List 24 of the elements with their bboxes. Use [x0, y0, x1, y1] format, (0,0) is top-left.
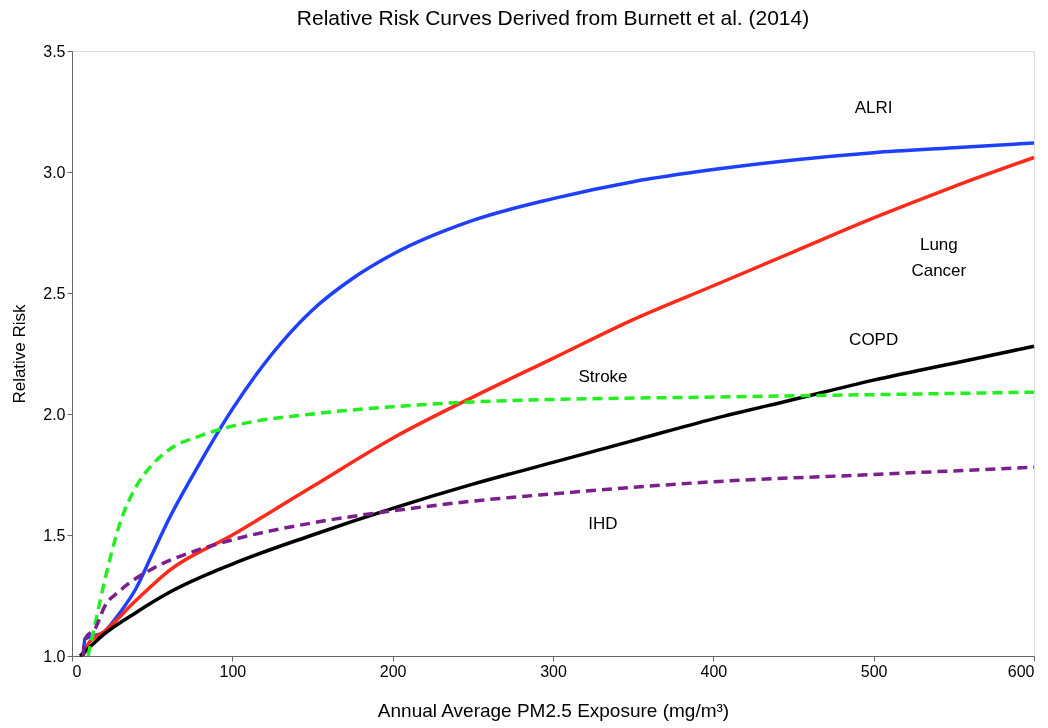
y-tick-label: 3.0: [43, 163, 66, 181]
text: ALRI: [854, 97, 893, 117]
y-tick-label: 2.5: [43, 284, 66, 302]
x-tick-label: 500: [860, 662, 888, 680]
y-tick-label: 3.5: [43, 42, 66, 60]
line-series: [78, 344, 1036, 658]
x-tick-label: 100: [219, 662, 247, 680]
x-tick-label: 400: [700, 662, 728, 680]
y-tick-label: 1.5: [43, 526, 66, 544]
series-label: Lung Cancer: [911, 234, 967, 280]
chart-title: Relative Risk Curves Derived from Burnett et al. (2014): [296, 6, 810, 29]
x-tick-label: 300: [540, 662, 567, 680]
x-tick-label: 0: [72, 662, 82, 680]
series-label: IHD: [588, 513, 618, 533]
series-label: COPD: [849, 330, 899, 350]
y-tick-label: 1.0: [43, 647, 66, 665]
y-tick-label: 2.0: [43, 405, 66, 423]
x-tick-label: 200: [379, 662, 407, 680]
line-series: [81, 465, 1036, 658]
y-axis-title: Relative Risk: [10, 303, 30, 404]
x-axis-title: Annual Average PM2.5 Exposure (mg/m³): [377, 699, 730, 721]
x-tick-label: 600: [1007, 662, 1035, 680]
line-series: [86, 390, 1036, 658]
series-label: Stroke: [578, 367, 628, 387]
